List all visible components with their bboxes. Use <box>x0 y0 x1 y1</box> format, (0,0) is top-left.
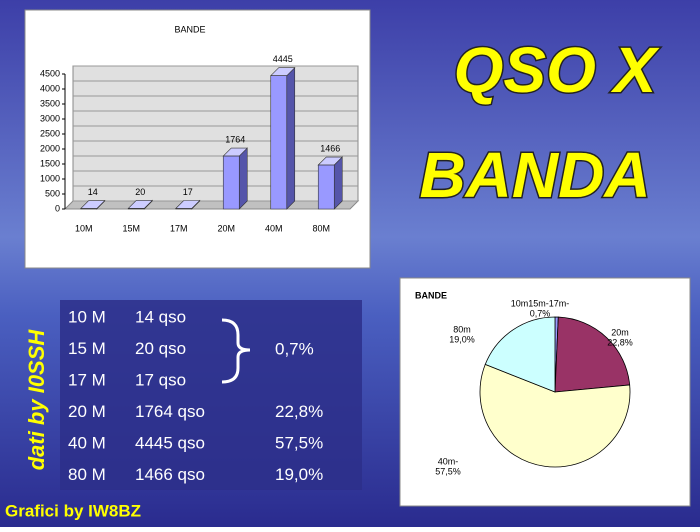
chart-title: BANDE <box>174 24 205 34</box>
slice-label: 20m <box>611 327 629 337</box>
x-tick-label: 17M <box>170 223 188 233</box>
y-tick-label: 4000 <box>40 83 60 93</box>
table-panel <box>60 300 362 490</box>
bar-face <box>318 165 334 209</box>
table-cell: 10 M <box>68 307 106 326</box>
table-cell: 57,5% <box>275 433 323 452</box>
x-tick-label: 40M <box>265 223 283 233</box>
value-label: 20 <box>135 187 145 197</box>
slice-label: 10m15m-17m- <box>511 298 570 308</box>
y-tick-label: 2500 <box>40 128 60 138</box>
bar <box>271 68 295 209</box>
table-cell: 40 M <box>68 433 106 452</box>
value-label: 17 <box>183 187 193 197</box>
group-percent: 0,7% <box>275 339 314 358</box>
value-label: 1764 <box>225 134 245 144</box>
bar-face <box>271 76 287 209</box>
y-tick-label: 0 <box>55 203 60 213</box>
table-cell: 20 qso <box>135 339 186 358</box>
table-cell: 1764 qso <box>135 402 205 421</box>
table-cell: 80 M <box>68 465 106 484</box>
slice-value: 0,7% <box>530 308 551 318</box>
x-tick-label: 10M <box>75 223 93 233</box>
table-cell: 20 M <box>68 402 106 421</box>
source: dati by I0SSH <box>24 329 49 471</box>
title-line: QSO X <box>454 34 660 106</box>
value-label: 14 <box>88 187 98 197</box>
x-tick-label: 15M <box>122 223 140 233</box>
slice-label: 80m <box>453 324 471 334</box>
bar-face <box>334 157 342 209</box>
y-tick-label: 500 <box>45 188 60 198</box>
x-tick-label: 80M <box>312 223 330 233</box>
table-cell: 19,0% <box>275 465 323 484</box>
table-cell: 1466 qso <box>135 465 205 484</box>
y-tick-label: 4500 <box>40 68 60 78</box>
slice-value: 57,5% <box>435 466 461 476</box>
credit: Grafici by IW8BZ <box>5 501 141 520</box>
table-cell: 17 M <box>68 370 106 389</box>
bar <box>223 148 247 209</box>
y-tick-label: 2000 <box>40 143 60 153</box>
title-line: BANDA <box>419 139 650 211</box>
y-tick-label: 3500 <box>40 98 60 108</box>
bar-face <box>223 156 239 209</box>
y-tick-label: 1500 <box>40 158 60 168</box>
x-tick-label: 20M <box>217 223 235 233</box>
table-cell: 15 M <box>68 339 106 358</box>
bar <box>318 157 342 209</box>
bar-face <box>287 68 295 209</box>
slice-value: 22,8% <box>607 337 633 347</box>
slice-value: 19,0% <box>449 334 475 344</box>
table-cell: 22,8% <box>275 402 323 421</box>
y-tick-label: 3000 <box>40 113 60 123</box>
bar-face <box>128 208 144 209</box>
back-wall <box>73 66 358 201</box>
table-cell: 4445 qso <box>135 433 205 452</box>
table-cell: 17 qso <box>135 370 186 389</box>
table-cell: 14 qso <box>135 307 186 326</box>
slice-label: 40m- <box>438 456 459 466</box>
value-label: 1466 <box>320 143 340 153</box>
chart-title: BANDE <box>415 290 447 300</box>
y-tick-label: 1000 <box>40 173 60 183</box>
bar-face <box>239 148 247 209</box>
value-label: 4445 <box>273 54 293 64</box>
bar-face <box>176 208 192 209</box>
floor <box>65 201 358 209</box>
